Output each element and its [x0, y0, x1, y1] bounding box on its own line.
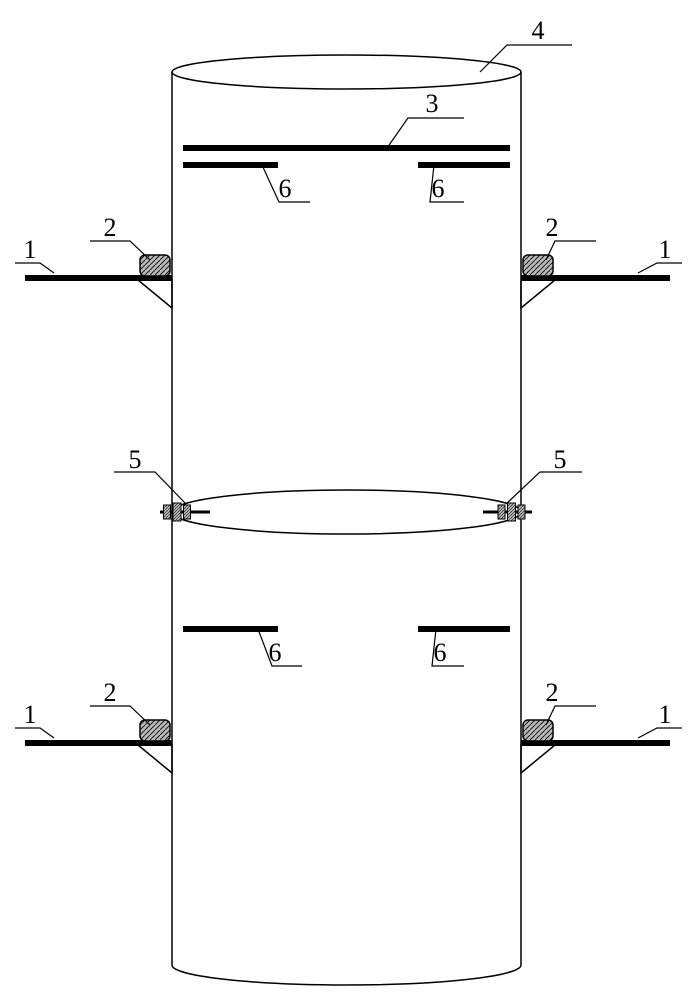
- callout-label-5R: 5: [554, 445, 567, 474]
- callout-label-5L: 5: [129, 445, 142, 474]
- callout-label-2bR: 2: [546, 678, 559, 707]
- reference-callouts: 4 3 6 6 2 2 1 1 5 5 6 6 2 2 1 1: [15, 16, 682, 738]
- callout-label-6c: 6: [269, 638, 282, 667]
- gusset-plates: [138, 280, 555, 773]
- callout-label-6a: 6: [279, 174, 292, 203]
- callout-label-1bL: 1: [24, 700, 37, 729]
- callout-label-2aL: 2: [104, 213, 117, 242]
- callout-label-4: 4: [532, 16, 545, 45]
- callout-label-6b: 6: [432, 174, 445, 203]
- cylinder: [172, 55, 521, 985]
- bolts: [160, 503, 532, 521]
- callout-label-1aL: 1: [24, 235, 37, 264]
- horizontal-members: [25, 148, 670, 743]
- callout-label-1aR: 1: [659, 235, 672, 264]
- callout-label-6d: 6: [434, 638, 447, 667]
- callout-label-2bL: 2: [104, 678, 117, 707]
- engineering-diagram: 4 3 6 6 2 2 1 1 5 5 6 6 2 2 1 1: [0, 0, 698, 1000]
- callout-label-3: 3: [426, 89, 439, 118]
- callout-label-2aR: 2: [546, 213, 559, 242]
- callout-label-1bR: 1: [659, 700, 672, 729]
- clamp-blocks: [140, 255, 553, 741]
